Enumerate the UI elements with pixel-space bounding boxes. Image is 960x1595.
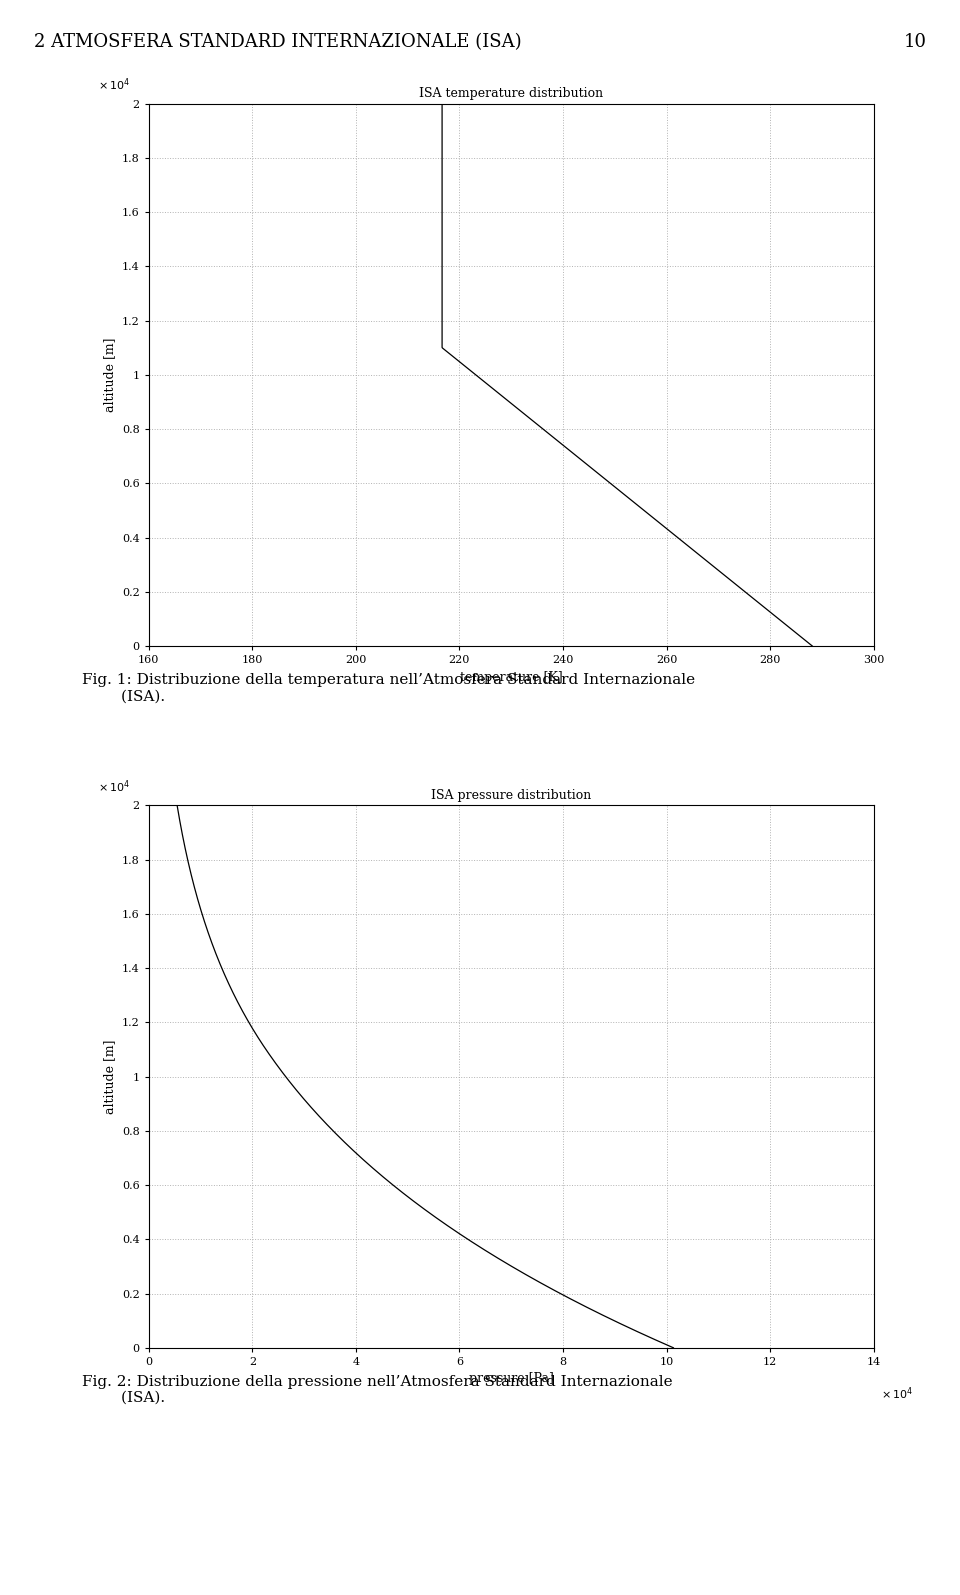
Y-axis label: altitude [m]: altitude [m] — [104, 1040, 116, 1113]
Title: ISA pressure distribution: ISA pressure distribution — [431, 788, 591, 802]
X-axis label: temperature [K]: temperature [K] — [460, 670, 563, 684]
Title: ISA temperature distribution: ISA temperature distribution — [420, 86, 603, 100]
Text: $\times\,10^4$: $\times\,10^4$ — [98, 77, 130, 93]
Text: $\times\,10^4$: $\times\,10^4$ — [881, 1386, 913, 1402]
Y-axis label: altitude [m]: altitude [m] — [104, 338, 116, 412]
Text: 2 ATMOSFERA STANDARD INTERNAZIONALE (ISA): 2 ATMOSFERA STANDARD INTERNAZIONALE (ISA… — [34, 33, 521, 51]
X-axis label: pressure [Pa]: pressure [Pa] — [468, 1372, 554, 1386]
Text: Fig. 2: Distribuzione della pressione nell’Atmosfera Standard Internazionale
   : Fig. 2: Distribuzione della pressione ne… — [82, 1375, 672, 1405]
Text: Fig. 1: Distribuzione della temperatura nell’Atmosfera Standard Internazionale
 : Fig. 1: Distribuzione della temperatura … — [82, 673, 695, 703]
Text: $\times\,10^4$: $\times\,10^4$ — [98, 778, 130, 794]
Text: 10: 10 — [903, 33, 926, 51]
